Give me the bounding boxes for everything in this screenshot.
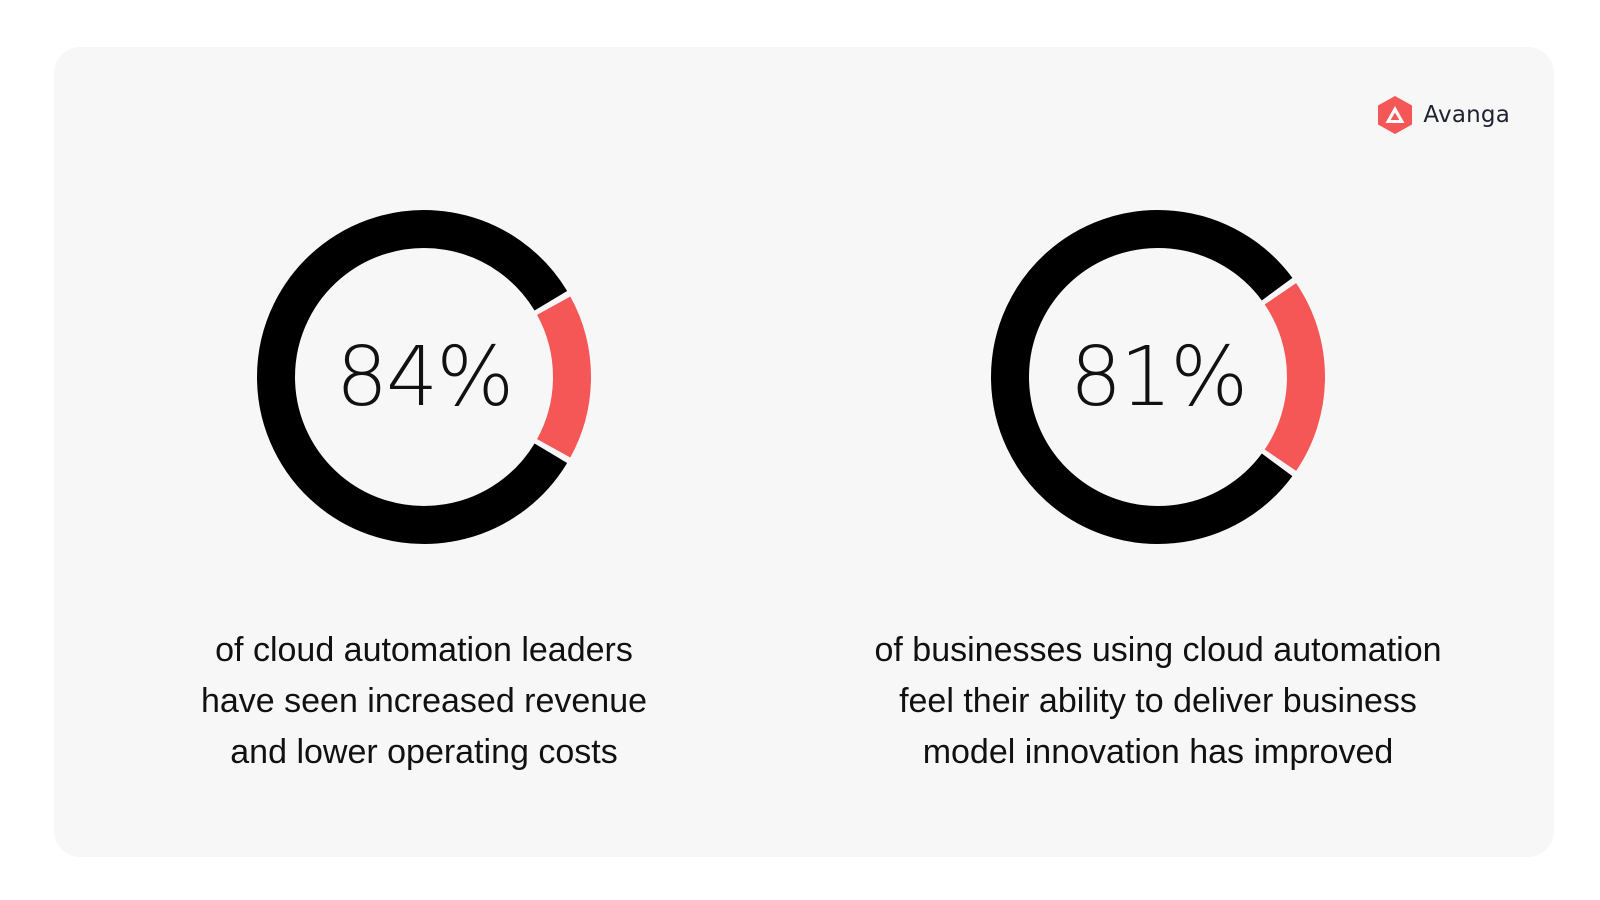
donut-chart-2: 81% xyxy=(978,197,1338,557)
donut-value-1: 84% xyxy=(335,329,514,425)
donut-slice-main-2 xyxy=(991,210,1293,544)
donut-chart-1: 84% xyxy=(244,197,604,557)
stat-caption-1: of cloud automation leaders have seen in… xyxy=(200,631,648,771)
logo-text: Avanga xyxy=(1423,102,1510,128)
donut-chart-svg-1 xyxy=(257,210,591,544)
stat-caption-2: of businesses using cloud automation fee… xyxy=(874,631,1442,771)
stat-block-2: 81% of businesses using cloud automation… xyxy=(788,197,1528,778)
infographic-card: Avanga 84% of cloud automation leaders h… xyxy=(54,47,1554,857)
avanga-logo-icon xyxy=(1378,96,1413,134)
donut-slice-highlight-1 xyxy=(536,296,591,458)
stat-block-1: 84% of cloud automation leaders have see… xyxy=(54,197,794,778)
donut-slice-main-1 xyxy=(257,210,568,544)
donut-value-2: 81% xyxy=(1069,329,1248,425)
avanga-logo: Avanga xyxy=(1377,95,1510,135)
donut-chart-svg-2 xyxy=(991,210,1325,544)
donut-slice-highlight-2 xyxy=(1264,283,1325,471)
